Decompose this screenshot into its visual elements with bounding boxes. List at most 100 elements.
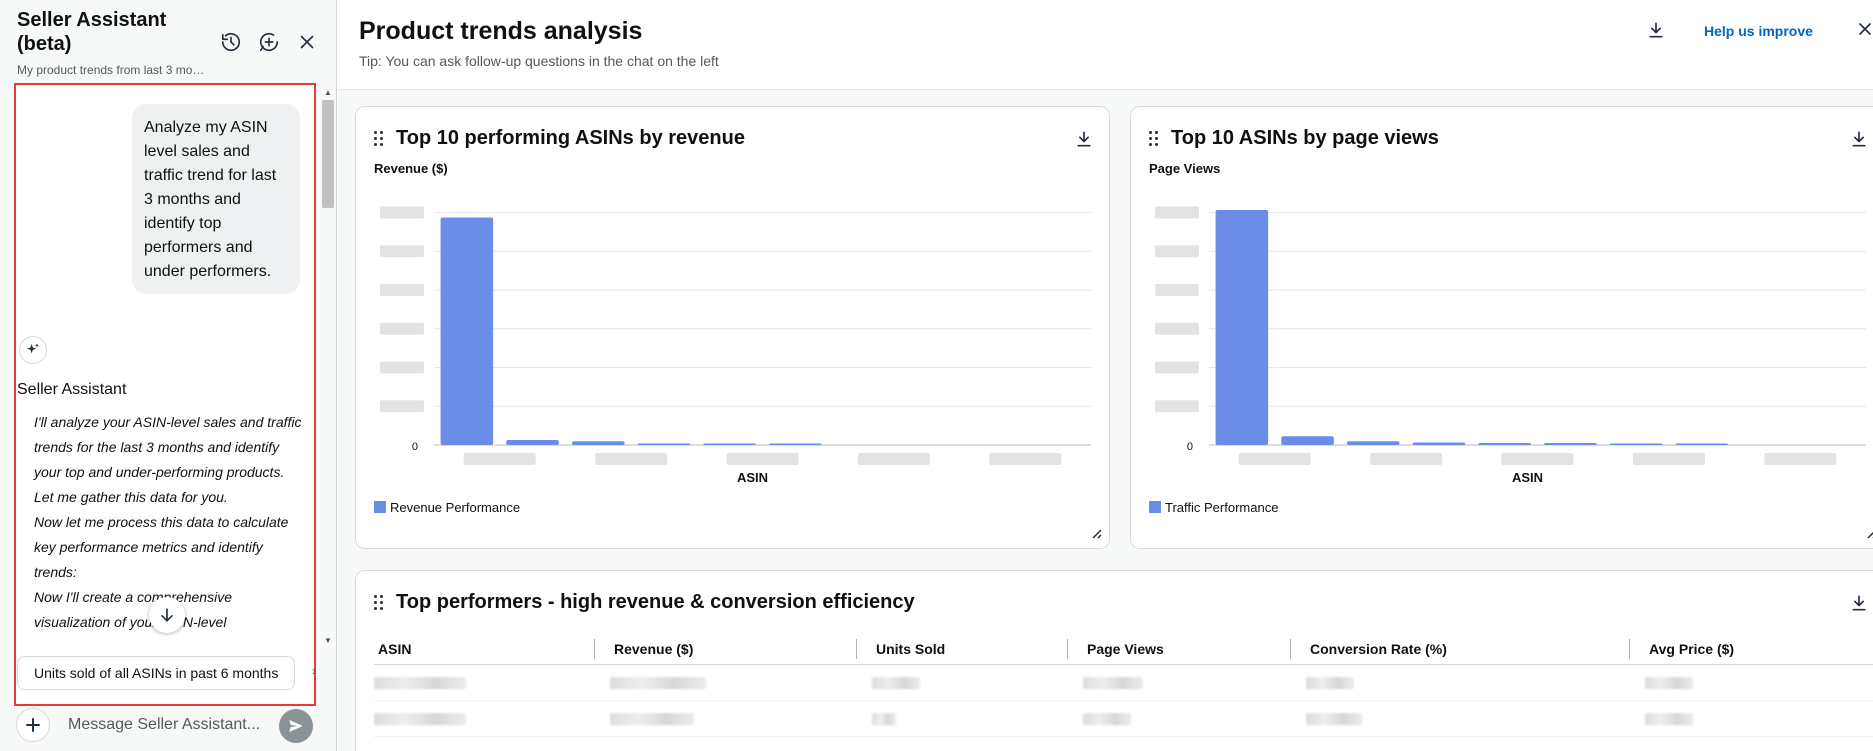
column-header-units-sold[interactable]: Units Sold <box>876 641 946 657</box>
bar <box>440 217 494 445</box>
assistant-message-paragraph: I'll analyze your ASIN-level sales and t… <box>34 414 302 505</box>
chat-conversation[interactable]: Analyze my ASIN level sales and traffic … <box>14 83 316 706</box>
redacted-x-tick <box>1632 453 1705 465</box>
resize-handle-icon[interactable] <box>1865 526 1873 539</box>
y-tick-label: 0 <box>1187 441 1193 453</box>
download-report-button[interactable] <box>1646 20 1666 45</box>
table-row[interactable] <box>374 701 1873 737</box>
message-input[interactable] <box>68 716 268 734</box>
chart-title: Top 10 ASINs by page views <box>1171 127 1439 149</box>
column-divider[interactable] <box>594 639 595 659</box>
column-header-asin[interactable]: ASIN <box>378 641 412 657</box>
page-views-chart-card: Top 10 ASINs by page views Page Views 0 AS… <box>1130 106 1873 549</box>
redacted-y-tick <box>1155 322 1199 335</box>
help-us-improve-link[interactable]: Help us improve <box>1704 23 1813 39</box>
column-header-avg-price[interactable]: Avg Price ($) <box>1649 641 1735 657</box>
bar <box>1281 436 1334 445</box>
redacted-x-tick <box>726 453 799 465</box>
x-axis-label: ASIN <box>1512 470 1543 485</box>
y-tick-label: 0 <box>412 441 418 453</box>
arrow-down-icon <box>161 608 173 622</box>
redacted-y-tick <box>380 361 424 374</box>
bar <box>703 443 756 445</box>
assistant-header-actions <box>217 28 321 56</box>
close-assistant-button[interactable] <box>293 28 321 56</box>
column-divider[interactable] <box>1067 639 1068 659</box>
history-button[interactable] <box>217 28 245 56</box>
close-analysis-button[interactable] <box>1855 19 1873 44</box>
redacted-y-tick <box>380 245 424 258</box>
bar <box>1544 443 1597 445</box>
redacted-cell <box>872 677 920 689</box>
download-icon <box>1077 131 1091 147</box>
send-button[interactable] <box>279 709 313 743</box>
suggestion-chip[interactable]: Units sold of all ASINs in past 6 months <box>17 656 296 690</box>
redacted-y-tick <box>1155 400 1199 413</box>
column-header-conversion-rate[interactable]: Conversion Rate (%) <box>1310 641 1447 657</box>
scroll-down-arrow-icon[interactable]: ▼ <box>324 636 332 645</box>
revenue-bar-chart: Revenue ($) 0 ASIN Revenue Performance <box>374 161 1091 515</box>
redacted-cell <box>1645 677 1693 689</box>
assistant-subtitle: My product trends from last 3 mo… <box>17 63 205 77</box>
seller-assistant-panel: Seller Assistant (beta) My product trend… <box>0 0 337 751</box>
redacted-x-tick <box>857 453 930 465</box>
scroll-up-arrow-icon[interactable]: ▲ <box>324 88 332 97</box>
history-icon <box>221 33 241 52</box>
new-chat-button[interactable] <box>255 28 283 56</box>
assistant-header: Seller Assistant (beta) My product trend… <box>17 8 327 78</box>
assistant-message: I'll analyze your ASIN-level sales and t… <box>34 410 304 635</box>
chevron-right-icon[interactable]: › <box>312 664 316 678</box>
redacted-x-tick <box>1764 453 1837 465</box>
assistant-name: Seller Assistant <box>17 381 127 398</box>
redacted-cell <box>374 713 466 725</box>
scroll-to-bottom-button[interactable] <box>149 597 185 633</box>
download-icon <box>1649 22 1663 38</box>
x-axis-label: ASIN <box>737 470 768 485</box>
column-header-revenue[interactable]: Revenue ($) <box>614 641 694 657</box>
redacted-x-tick <box>1370 453 1443 465</box>
download-chart-button[interactable] <box>1074 129 1094 154</box>
top-performers-table-card: Top performers - high revenue & conversi… <box>355 570 1873 751</box>
message-composer <box>16 708 318 743</box>
y-axis-label: Revenue ($) <box>374 161 448 176</box>
main-header: Product trends analysis Tip: You can ask… <box>338 0 1873 90</box>
assistant-avatar <box>19 336 47 364</box>
table-row[interactable] <box>374 665 1873 701</box>
column-divider[interactable] <box>1629 639 1630 659</box>
bar <box>1346 441 1400 445</box>
redacted-cell <box>1083 713 1131 725</box>
user-message: Analyze my ASIN level sales and traffic … <box>132 104 300 294</box>
drag-handle-icon[interactable] <box>374 595 384 611</box>
bar <box>1609 443 1663 445</box>
bar <box>769 443 822 445</box>
page-title: Product trends analysis <box>359 17 643 45</box>
close-icon <box>1859 23 1871 35</box>
chat-scrollbar-thumb[interactable] <box>322 100 334 208</box>
page-tip: Tip: You can ask follow-up questions in … <box>359 53 719 69</box>
close-icon <box>300 35 314 49</box>
download-icon <box>1852 595 1866 611</box>
column-divider[interactable] <box>856 639 857 659</box>
redacted-y-tick <box>380 206 424 219</box>
download-chart-button[interactable] <box>1849 129 1869 154</box>
page-views-bar-chart: Page Views 0 ASIN Traffic Performance <box>1149 161 1866 515</box>
column-divider[interactable] <box>1290 639 1291 659</box>
redacted-cell <box>1645 713 1693 725</box>
drag-handle-icon[interactable] <box>1149 131 1159 147</box>
assistant-message-paragraph: Now let me process this data to calculat… <box>34 514 289 580</box>
top-performers-table: ASIN Revenue ($) Units Sold Page Views C… <box>374 633 1873 737</box>
redacted-y-tick <box>1155 206 1199 219</box>
new-chat-icon <box>259 32 279 52</box>
column-header-page-views[interactable]: Page Views <box>1087 641 1164 657</box>
drag-handle-icon[interactable] <box>374 131 384 147</box>
resize-handle-icon[interactable] <box>1090 526 1102 539</box>
plus-icon <box>26 718 40 732</box>
legend-swatch <box>1149 501 1161 513</box>
bar <box>1675 443 1729 445</box>
chart-title: Top 10 performing ASINs by revenue <box>396 127 745 149</box>
redacted-y-tick <box>1155 245 1199 258</box>
assistant-title: Seller Assistant (beta) <box>17 9 167 55</box>
download-table-button[interactable] <box>1849 593 1869 618</box>
attach-button[interactable] <box>16 708 50 742</box>
redacted-cell <box>872 713 896 725</box>
